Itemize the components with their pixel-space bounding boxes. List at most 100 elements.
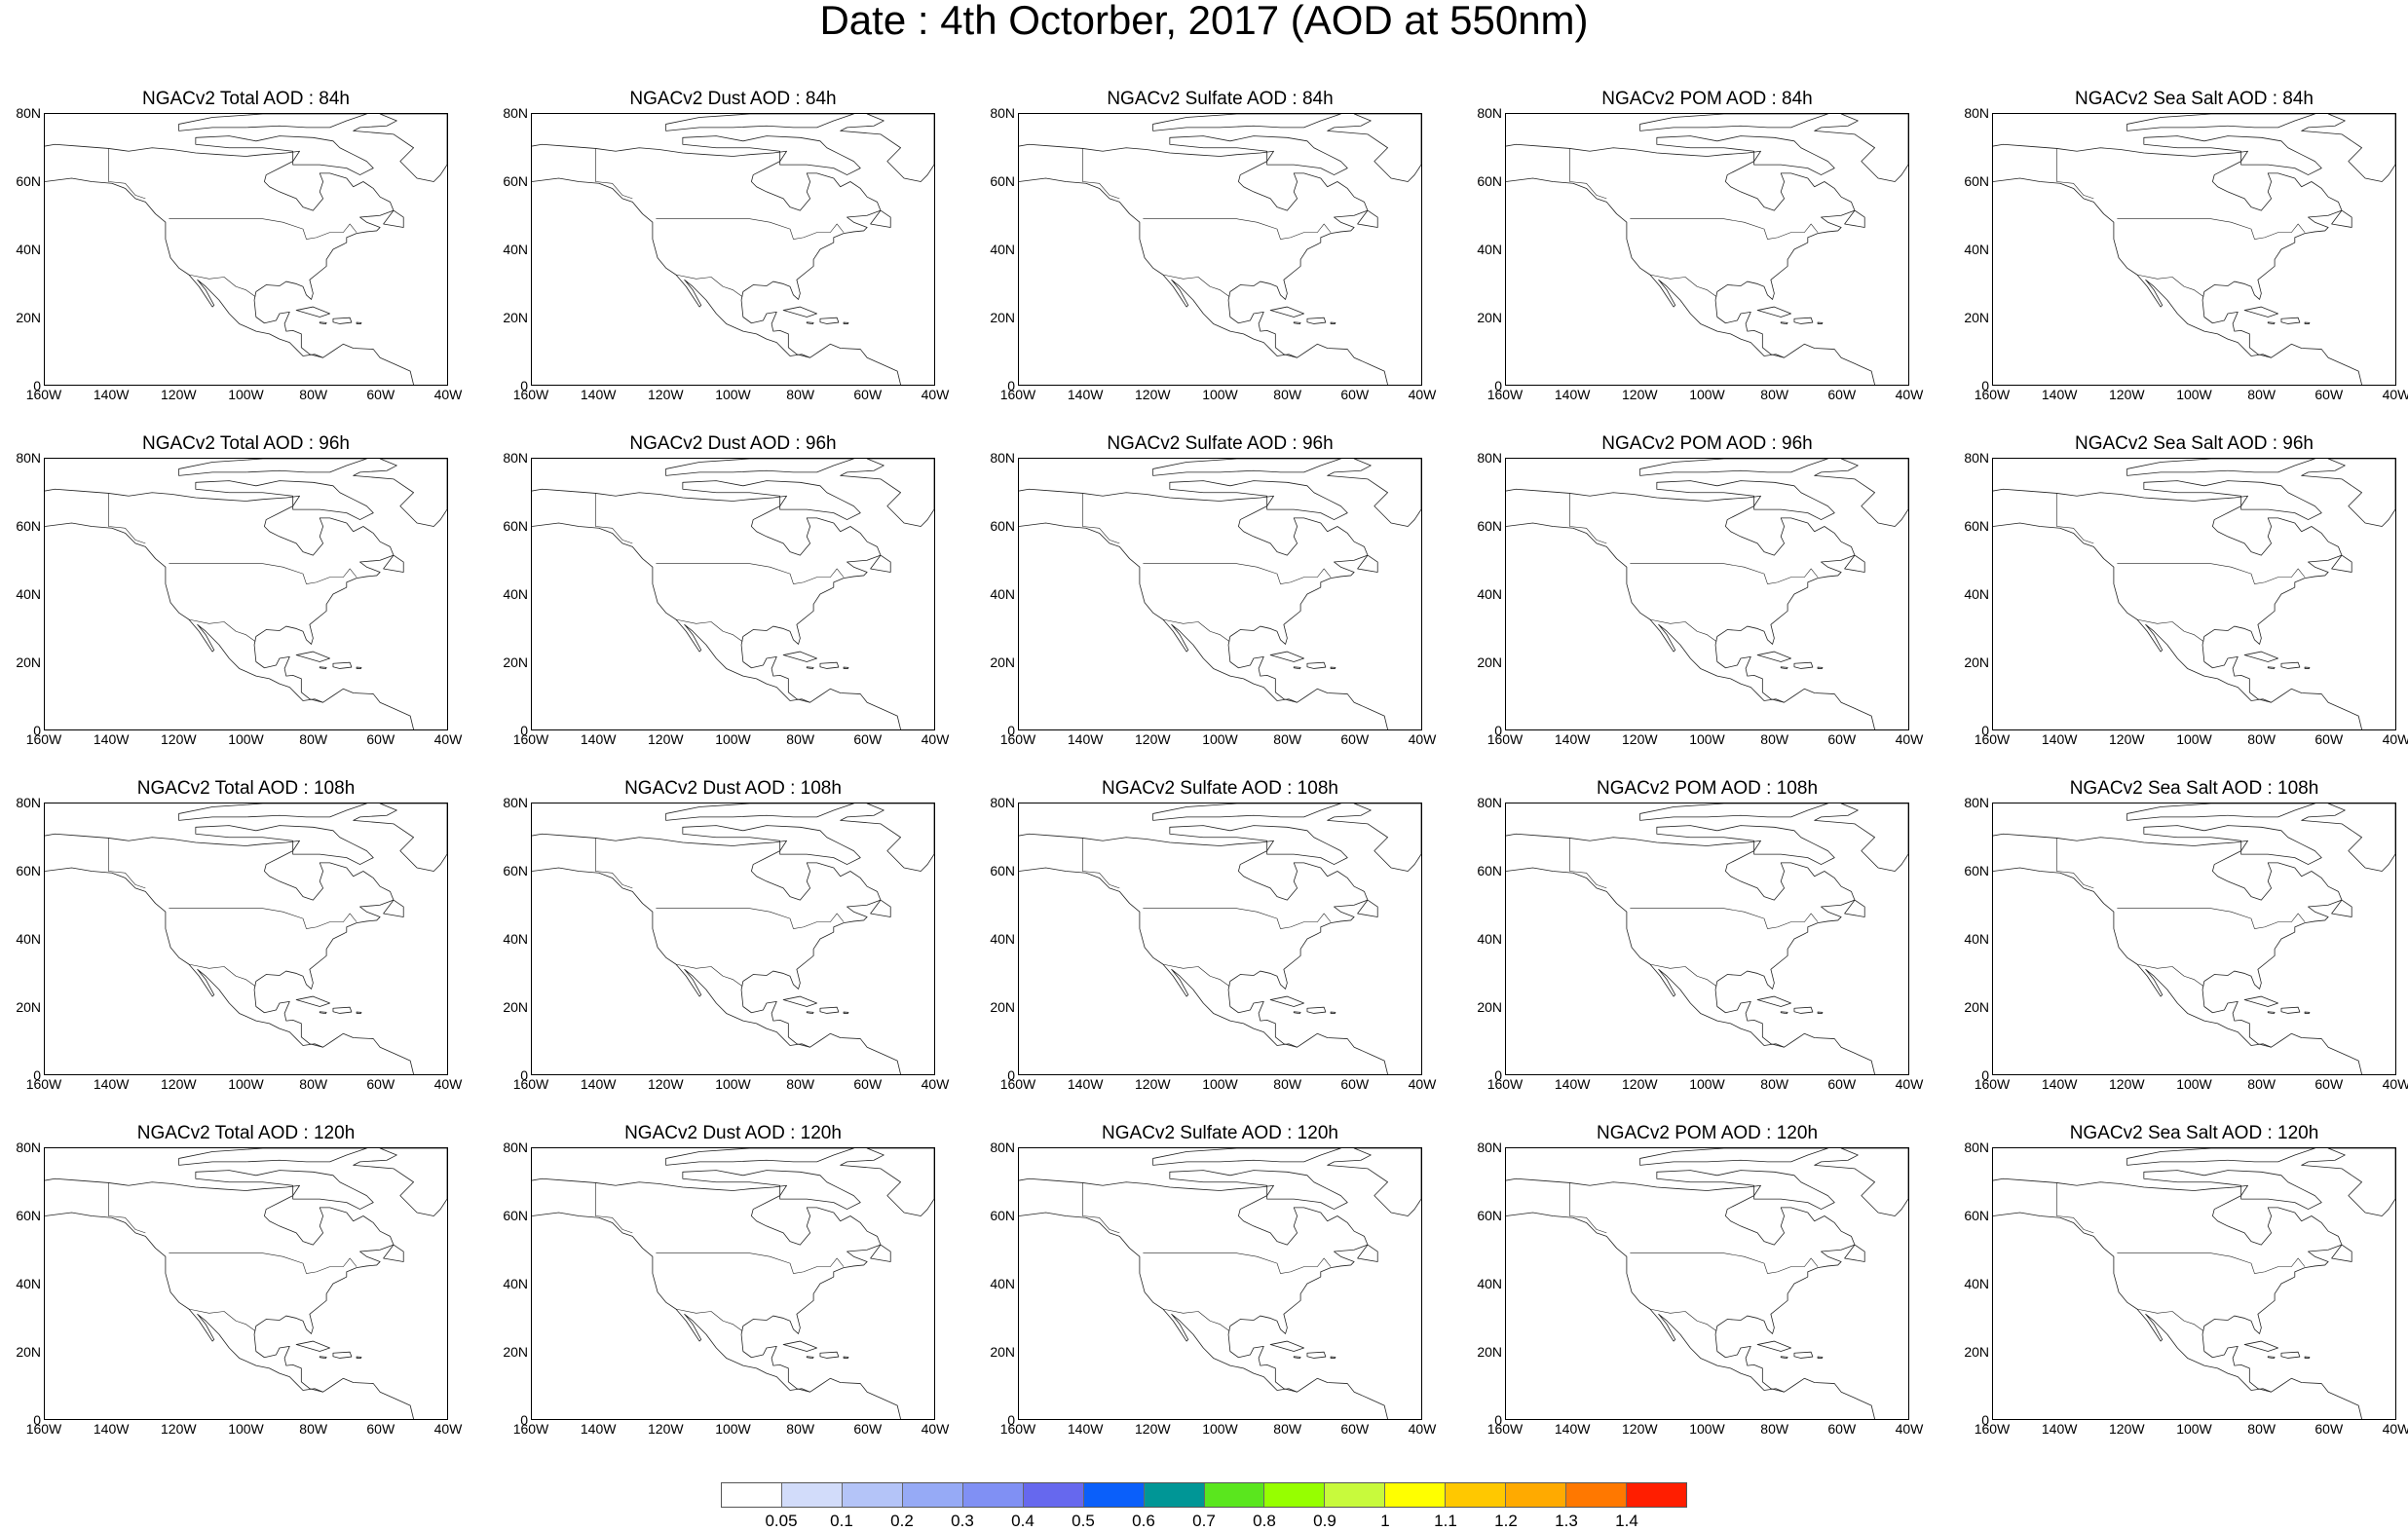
longitude-tick-label: 80W xyxy=(1760,1421,1789,1437)
longitude-tick-label: 120W xyxy=(2109,387,2145,402)
colorbar-label: 0.6 xyxy=(1132,1512,1155,1530)
latitude-tick-label: 80N xyxy=(16,450,41,466)
latitude-tick-label: 40N xyxy=(1477,242,1502,257)
map-panel: NGACv2 Sea Salt AOD : 84h 80N 60N 40N 20N 0 16… xyxy=(1948,90,2408,402)
longitude-tick-label: 120W xyxy=(2109,1421,2145,1437)
longitude-tick-label: 160W xyxy=(25,387,62,402)
latitude-tick-label: 0 xyxy=(33,1067,41,1083)
latitude-tick-label: 0 xyxy=(1007,723,1015,738)
latitude-tick-label: 0 xyxy=(1007,1067,1015,1083)
panel-title: NGACv2 Dust AOD : 120h xyxy=(624,1123,842,1143)
longitude-tick-label: 140W xyxy=(2041,1076,2078,1092)
longitude-tick-label: 60W xyxy=(853,1421,883,1437)
latitude-tick-label: 40N xyxy=(16,1276,41,1291)
map-plot-area xyxy=(1992,803,2396,1075)
latitude-tick-label: 0 xyxy=(1007,378,1015,393)
longitude-tick-label: 140W xyxy=(580,731,617,747)
longitude-tick-label: 100W xyxy=(715,731,751,747)
latitude-tick-label: 60N xyxy=(990,863,1015,878)
latitude-tick-label: 80N xyxy=(990,105,1015,121)
longitude-tick-label: 100W xyxy=(2176,1076,2212,1092)
longitude-tick-label: 140W xyxy=(93,387,130,402)
longitude-tick-label: 60W xyxy=(2314,1421,2344,1437)
longitude-tick-label: 100W xyxy=(1689,731,1725,747)
longitude-tick-label: 60W xyxy=(1340,1421,1370,1437)
map-plot-area xyxy=(44,113,448,386)
longitude-tick-label: 80W xyxy=(2247,1076,2276,1092)
longitude-tick-label: 40W xyxy=(1895,387,1924,402)
map-plot-area xyxy=(1992,458,2396,730)
panel-title: NGACv2 Total AOD : 108h xyxy=(136,778,356,799)
colorbar-label: 0.1 xyxy=(830,1512,853,1530)
longitude-tick-label: 120W xyxy=(161,1076,197,1092)
colorbar-boxes xyxy=(721,1482,1687,1508)
panel-title: NGACv2 Sea Salt AOD : 120h xyxy=(2069,1123,2319,1143)
map-plot-area xyxy=(531,458,935,730)
longitude-tick-label: 100W xyxy=(2176,1421,2212,1437)
longitude-tick-label: 120W xyxy=(161,731,197,747)
longitude-tick-label: 80W xyxy=(786,1076,815,1092)
longitude-tick-label: 140W xyxy=(580,387,617,402)
latitude-tick-label: 80N xyxy=(503,795,528,810)
latitude-tick-label: 20N xyxy=(990,310,1015,325)
longitude-tick-label: 160W xyxy=(512,731,549,747)
colorbar-label: 1.4 xyxy=(1615,1512,1638,1530)
latitude-tick-label: 40N xyxy=(990,586,1015,602)
figure-title: Date : 4th Octorber, 2017 (AOD at 550nm) xyxy=(819,0,1589,43)
latitude-tick-label: 40N xyxy=(16,586,41,602)
north-america-coastline xyxy=(1506,459,1908,729)
longitude-tick-label: 140W xyxy=(93,731,130,747)
latitude-tick-label: 60N xyxy=(990,518,1015,534)
longitude-tick-label: 140W xyxy=(1554,1421,1591,1437)
longitude-tick-label: 100W xyxy=(228,1076,264,1092)
longitude-tick-label: 100W xyxy=(1202,387,1238,402)
longitude-tick-label: 140W xyxy=(93,1421,130,1437)
panel-title: NGACv2 Total AOD : 84h xyxy=(142,89,350,109)
latitude-tick-label: 80N xyxy=(1477,1140,1502,1155)
longitude-tick-label: 60W xyxy=(853,731,883,747)
longitude-tick-label: 40W xyxy=(433,387,463,402)
latitude-tick-label: 40N xyxy=(1964,1276,1989,1291)
longitude-tick-label: 100W xyxy=(1689,1421,1725,1437)
longitude-tick-label: 60W xyxy=(1340,387,1370,402)
latitude-tick-label: 0 xyxy=(520,723,528,738)
latitude-tick-label: 20N xyxy=(1477,999,1502,1015)
colorbar-swatch xyxy=(902,1483,963,1507)
longitude-tick-label: 160W xyxy=(25,1076,62,1092)
longitude-tick-label: 160W xyxy=(25,731,62,747)
longitude-tick-label: 80W xyxy=(1760,387,1789,402)
map-panel: NGACv2 POM AOD : 120h 80N 60N 40N 20N 0 160W 14… xyxy=(1461,1124,1948,1437)
longitude-tick-label: 160W xyxy=(999,1421,1036,1437)
latitude-tick-label: 60N xyxy=(16,863,41,878)
latitude-tick-label: 80N xyxy=(1964,1140,1989,1155)
latitude-tick-label: 60N xyxy=(1477,173,1502,189)
latitude-tick-label: 80N xyxy=(1477,450,1502,466)
longitude-tick-label: 100W xyxy=(1202,731,1238,747)
longitude-tick-label: 80W xyxy=(2247,1421,2276,1437)
latitude-tick-label: 40N xyxy=(1477,586,1502,602)
colorbar-label: 0.05 xyxy=(765,1512,798,1530)
latitude-tick-label: 40N xyxy=(990,242,1015,257)
longitude-tick-label: 40W xyxy=(921,1421,950,1437)
longitude-tick-label: 140W xyxy=(1067,731,1104,747)
latitude-tick-label: 80N xyxy=(1477,795,1502,810)
latitude-tick-label: 0 xyxy=(1981,723,1989,738)
panel-title: NGACv2 Total AOD : 96h xyxy=(142,433,350,454)
longitude-tick-label: 80W xyxy=(1273,1421,1302,1437)
north-america-coastline xyxy=(1506,803,1908,1074)
latitude-tick-label: 20N xyxy=(1964,999,1989,1015)
latitude-tick-label: 60N xyxy=(1477,1208,1502,1223)
latitude-tick-label: 0 xyxy=(1007,1412,1015,1428)
map-plot-area xyxy=(531,803,935,1075)
longitude-tick-label: 80W xyxy=(1273,1076,1302,1092)
latitude-tick-label: 80N xyxy=(1964,795,1989,810)
longitude-tick-label: 60W xyxy=(853,1076,883,1092)
north-america-coastline xyxy=(532,114,934,385)
longitude-tick-label: 120W xyxy=(648,387,684,402)
north-america-coastline xyxy=(1019,114,1421,385)
panel-title: NGACv2 POM AOD : 84h xyxy=(1601,89,1813,109)
latitude-tick-label: 80N xyxy=(1964,105,1989,121)
colorbar-label: 0.3 xyxy=(951,1512,974,1530)
longitude-tick-label: 140W xyxy=(580,1076,617,1092)
longitude-tick-label: 60W xyxy=(1827,1076,1857,1092)
